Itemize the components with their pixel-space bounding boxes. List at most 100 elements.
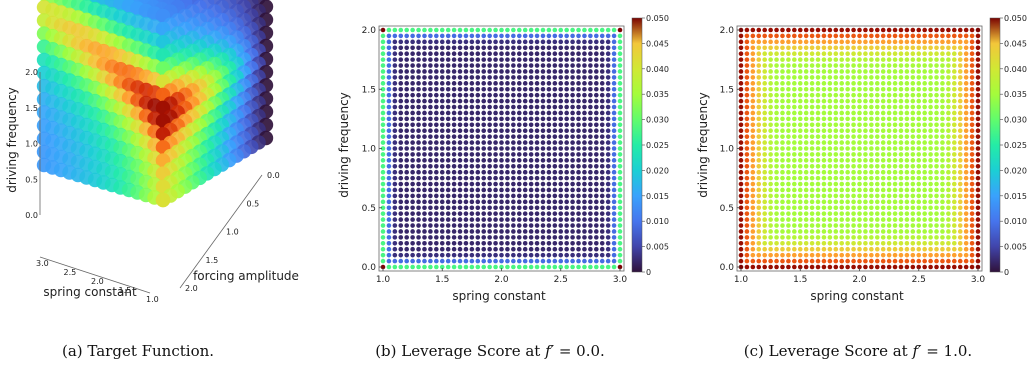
leverage-point [540,241,546,246]
leverage-point [404,140,410,145]
leverage-point [463,235,469,240]
leverage-point [809,104,815,110]
x-axis-label: spring constant [452,289,546,303]
leverage-point [803,175,809,181]
leverage-point [815,205,821,211]
leverage-point [599,205,605,211]
leverage-point [780,122,785,128]
leverage-point [857,51,862,56]
leverage-point [499,223,504,228]
leverage-point [786,57,791,62]
leverage-point [540,104,546,110]
leverage-point [594,86,599,92]
leverage-point [576,193,581,199]
leverage-point [869,199,874,205]
leverage-point [451,81,457,86]
leverage-points [738,27,981,270]
leverage-point [617,246,623,252]
leverage-point [380,57,386,62]
leverage-point [380,110,386,116]
leverage-point [916,229,922,234]
leverage-point [546,193,552,199]
leverage-point [516,45,522,51]
leverage-point [934,122,939,128]
leverage-point [558,146,564,151]
leverage-point [809,229,815,234]
leverage-point [963,175,969,181]
leverage-point [786,169,791,175]
leverage-point [768,193,773,199]
leverage-point [797,241,803,246]
leverage-point [821,223,827,228]
leverage-point [457,39,463,45]
leverage-point [833,241,839,246]
leverage-point [851,134,856,139]
leverage-point [738,163,744,169]
leverage-point [916,51,922,56]
leverage-point [963,33,969,39]
leverage-point [475,27,481,33]
leverage-point [869,181,874,187]
leverage-point [398,158,404,163]
leverage-point [392,181,398,187]
leverage-point [851,217,856,222]
leverage-point [528,146,534,151]
caption-a: (a) Target Function. [62,342,214,360]
leverage-point [416,223,421,228]
leverage-point [880,169,886,175]
leverage-point [410,246,415,252]
leverage-point [869,81,874,86]
leverage-point [422,81,427,86]
leverage-point [768,51,773,56]
leverage-point [833,75,839,80]
leverage-point [833,252,839,258]
leverage-point [570,140,575,145]
leverage-point [869,246,874,252]
leverage-point [599,252,605,258]
leverage-point [957,57,963,62]
leverage-point [815,75,821,80]
leverage-point [946,175,951,181]
leverage-point [380,51,386,56]
leverage-point [410,187,415,193]
leverage-point [511,229,516,234]
leverage-point [738,98,744,104]
leverage-point [505,75,510,80]
leverage-point [797,169,803,175]
leverage-point [780,146,785,151]
leverage-point [594,39,599,45]
leverage-point [410,128,415,134]
leverage-point [576,163,581,169]
leverage-point [558,39,564,45]
leverage-point [821,92,827,98]
leverage-point [792,187,797,193]
leverage-point [457,158,463,163]
leverage-point [928,81,933,86]
leverage-point [558,57,564,62]
leverage-point [821,229,827,234]
leverage-point [605,110,611,116]
leverage-point [588,246,593,252]
leverage-point [558,27,564,33]
leverage-point [957,163,963,169]
leverage-point [457,163,463,169]
leverage-point [552,122,558,128]
leverage-point [898,258,904,264]
leverage-point [863,169,868,175]
leverage-point [963,235,969,240]
leverage-point [916,39,922,45]
leverage-point [522,158,528,163]
leverage-point [588,193,593,199]
leverage-point [768,63,773,68]
leverage-point [611,33,617,39]
leverage-point [750,241,756,246]
leverage-point [617,217,623,222]
leverage-point [898,181,904,187]
leverage-point [975,187,981,193]
leverage-point [558,241,564,246]
leverage-point [611,199,617,205]
leverage-point [451,152,457,157]
leverage-point [487,158,492,163]
leverage-point [439,104,445,110]
leverage-point [398,57,404,62]
